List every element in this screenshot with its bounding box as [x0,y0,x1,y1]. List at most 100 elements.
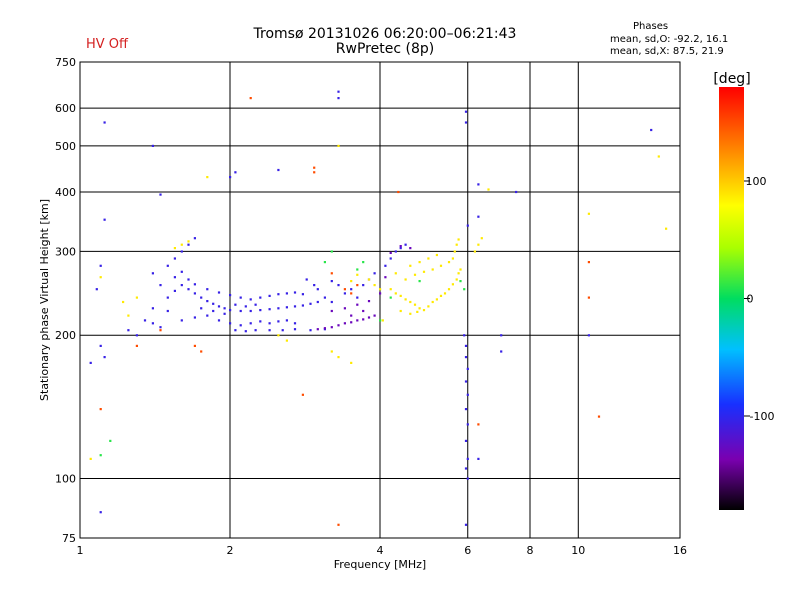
data-point [337,324,340,327]
data-point [323,261,326,264]
data-point [313,166,316,169]
data-point [99,511,102,514]
colorbar-label: [deg] [713,71,750,87]
data-point [285,306,288,309]
y-tick-label: 500 [55,140,76,153]
data-point [268,294,271,297]
series-2 [89,144,668,460]
data-point [285,319,288,322]
data-point [439,264,443,267]
data-point [99,408,102,411]
data-point [200,350,203,353]
data-point [166,296,169,299]
data-point [89,361,92,364]
data-point [323,327,326,330]
data-point [316,288,319,291]
data-point [268,308,271,311]
phases-o-stats: mean, sd,O: -92.2, 16.1 [610,34,729,45]
y-tick-label: 300 [55,245,76,258]
data-point [480,237,483,240]
data-point [343,288,346,291]
data-point [330,326,333,329]
data-point [650,128,653,132]
data-point [399,294,402,297]
hv-status-label: HV Off [86,37,128,52]
phases-x-stats: mean, sd,X: 87.5, 21.9 [610,46,724,57]
data-point [285,339,288,342]
data-point [281,329,284,332]
chart-title: Tromsø 20131026 06:20:00–06:21:43 [253,26,517,42]
data-point [350,321,353,324]
data-point [597,415,601,418]
data-point [212,302,215,305]
data-point [200,296,203,299]
data-point [409,247,412,250]
data-point [103,356,106,359]
data-point [587,334,590,337]
data-point [409,264,412,267]
data-point [180,284,183,287]
data-point [384,264,387,267]
data-point [455,243,458,246]
data-point [404,243,407,246]
data-point [373,284,376,287]
data-point [89,457,92,460]
data-point [193,316,196,319]
data-point [464,344,468,347]
data-point [206,288,209,291]
data-point [187,278,190,281]
colorbar-tick-label: 100 [746,175,767,188]
data-point [244,305,247,308]
data-point [464,439,468,442]
data-point [464,356,468,359]
data-point [466,423,469,426]
data-point [362,261,365,264]
data-point [435,253,438,257]
y-tick-label: 400 [55,186,76,199]
series-0 [89,90,653,526]
data-point [337,523,340,526]
data-point [249,322,252,325]
data-point [212,309,215,313]
data-point [466,457,469,460]
data-point [193,292,196,295]
data-point [367,300,371,303]
data-point [99,264,102,267]
data-point [337,284,340,287]
data-point [477,457,480,460]
data-point [301,293,304,296]
y-tick-label: 750 [55,56,76,69]
data-point [350,314,353,317]
data-point [455,278,458,281]
data-point [356,296,359,299]
data-point [466,477,469,480]
data-point [301,304,304,307]
data-point [431,300,434,304]
data-point [285,292,288,295]
data-point [427,257,430,260]
data-point [515,190,518,194]
data-point [477,243,480,246]
data-point [416,310,419,313]
data-point [330,272,333,275]
data-point [193,237,196,240]
data-point [103,218,106,221]
data-point [389,288,392,291]
data-point [464,523,468,526]
data-point [389,251,392,254]
data-point [239,309,242,313]
data-point [135,334,138,337]
data-point [135,344,138,347]
data-point [464,467,468,470]
x-tick-label: 6 [464,544,471,557]
data-point [404,298,407,301]
data-point [500,350,503,353]
data-point [234,171,237,174]
data-point [259,296,262,299]
data-point [330,250,333,253]
data-point [99,454,102,457]
data-point [399,247,402,250]
data-point [350,288,353,291]
data-point [399,309,402,313]
data-point [187,288,190,291]
